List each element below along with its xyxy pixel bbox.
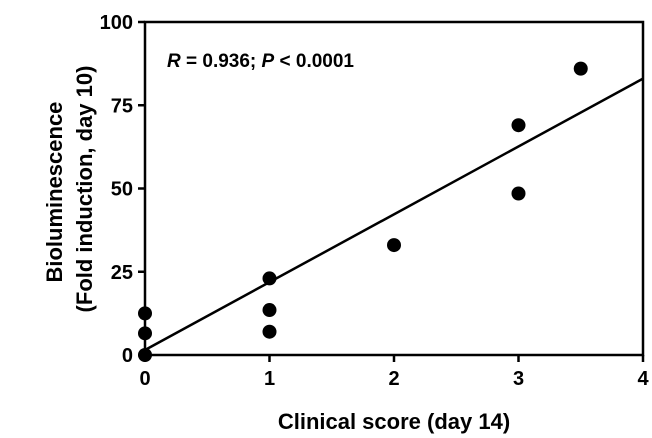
y-tick-label: 0 (122, 345, 133, 367)
data-points (138, 61, 588, 362)
x-tick-label: 4 (637, 368, 649, 390)
data-point (262, 303, 277, 318)
axis-ticks: 0 1 2 3 4 0 25 50 75 100 (100, 12, 650, 390)
data-point (511, 186, 526, 201)
y-tick-label: 50 (111, 179, 133, 201)
x-tick-label: 1 (264, 368, 275, 390)
data-point (573, 61, 588, 76)
annotation-part: P (262, 51, 275, 72)
x-axis-title: Clinical score (day 14) (278, 409, 510, 434)
data-point (511, 118, 526, 133)
annotation-stats: R = 0.936; P < 0.0001 (167, 51, 354, 72)
annotation-part: = 0.936; (181, 51, 262, 72)
y-axis-title: Bioluminescence (Fold induction, day 10) (42, 66, 97, 313)
y-tick-label: 25 (111, 262, 133, 284)
data-point (387, 238, 401, 253)
x-tick-label: 3 (513, 368, 524, 390)
y-axis-title-line-2: (Fold induction, day 10) (72, 66, 97, 313)
regression-line-group (144, 77, 644, 352)
data-point (262, 271, 277, 286)
data-point (138, 306, 152, 321)
data-point (138, 326, 152, 341)
annotation-part: < 0.0001 (274, 51, 354, 72)
x-tick-label: 0 (139, 368, 150, 390)
annotation-part: R (167, 51, 181, 72)
x-tick-label: 2 (388, 368, 399, 390)
y-tick-label: 75 (111, 95, 133, 117)
regression-line (144, 77, 644, 352)
data-point (262, 324, 277, 339)
y-tick-label: 100 (100, 12, 133, 34)
data-point (138, 348, 152, 362)
y-axis-title-line-1: Bioluminescence (42, 102, 67, 283)
